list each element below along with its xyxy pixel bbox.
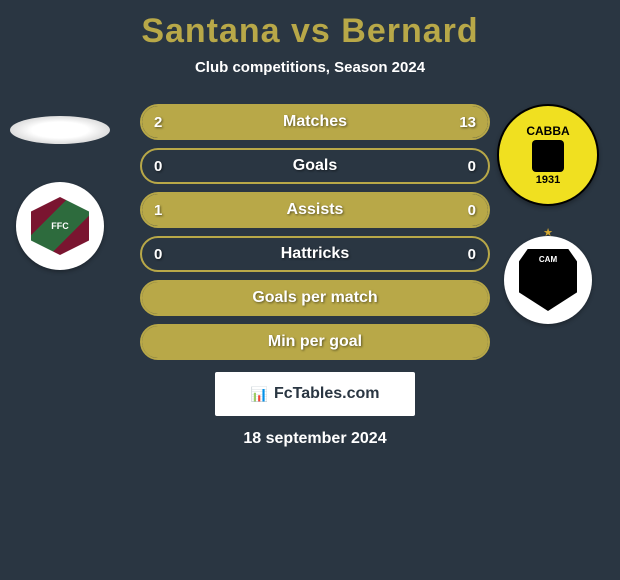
stat-fill: [142, 106, 187, 138]
stat-label: Min per goal: [268, 333, 362, 351]
stat-bar-goals: 0 Goals 0: [140, 148, 490, 184]
team-logo-fluminense: [16, 182, 104, 270]
watermark-badge[interactable]: 📊 FcTables.com: [215, 372, 415, 416]
stat-value-left: 0: [154, 246, 162, 263]
player-right-column: CABBA 1931 ★: [488, 104, 608, 324]
stat-value-right: 0: [468, 246, 476, 263]
content-area: CABBA 1931 ★ 2 Matches 13 0 Goals 0 1 As…: [0, 104, 620, 448]
team-logo-atletico: ★: [504, 236, 592, 324]
date-stamp: 18 september 2024: [140, 430, 490, 448]
stat-bar-matches: 2 Matches 13: [140, 104, 490, 140]
chart-icon: 📊: [251, 386, 268, 403]
stat-label: Assists: [287, 201, 344, 219]
stat-value-left: 0: [154, 158, 162, 175]
stat-value-right: 0: [468, 158, 476, 175]
stat-bar-goals-per-match: Goals per match: [140, 280, 490, 316]
stats-section: 2 Matches 13 0 Goals 0 1 Assists 0 0 Hat…: [140, 104, 490, 448]
player-left-photo: [10, 116, 110, 144]
stat-bar-min-per-goal: Min per goal: [140, 324, 490, 360]
stat-label: Hattricks: [281, 245, 349, 263]
stat-value-left: 1: [154, 202, 162, 219]
team-logo-cabba: CABBA 1931: [497, 104, 599, 206]
stat-bar-assists: 1 Assists 0: [140, 192, 490, 228]
cabba-text: CABBA: [526, 124, 569, 138]
stat-value-right: 13: [459, 114, 476, 131]
fluminense-shield-icon: [31, 197, 89, 255]
comparison-title: Santana vs Bernard: [0, 0, 620, 51]
cabba-year: 1931: [536, 174, 560, 186]
stat-label: Goals per match: [252, 289, 377, 307]
comparison-subtitle: Club competitions, Season 2024: [0, 59, 620, 76]
atletico-shield-icon: [519, 249, 577, 311]
stat-bar-hattricks: 0 Hattricks 0: [140, 236, 490, 272]
star-icon: ★: [543, 226, 553, 239]
cabba-shape-icon: [532, 140, 564, 172]
watermark-text: FcTables.com: [274, 385, 380, 403]
stat-value-left: 2: [154, 114, 162, 131]
stat-label: Goals: [293, 157, 337, 175]
stat-value-right: 0: [468, 202, 476, 219]
player-left-column: [0, 104, 120, 270]
stat-label: Matches: [283, 113, 347, 131]
